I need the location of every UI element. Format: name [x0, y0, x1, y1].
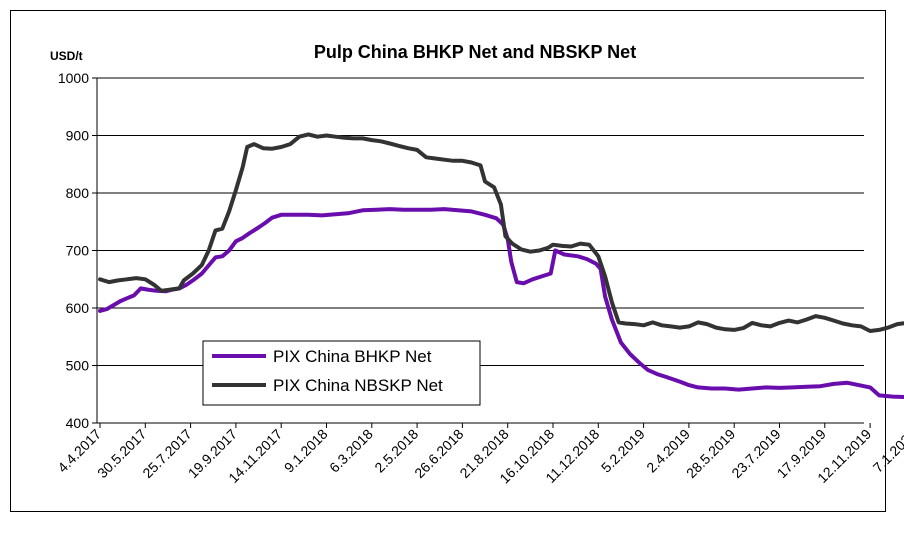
y-tick-label: 500 [66, 358, 90, 374]
y-axis-ticks: 400 500 600 700 800 900 1000 [58, 70, 97, 431]
chart-frame [10, 10, 886, 512]
legend: PIX China BHKP Net PIX China NBSKP Net [202, 340, 481, 406]
legend-label-bhkp: PIX China BHKP Net [273, 347, 432, 366]
x-tick-label: 5.2.2019 [598, 426, 648, 476]
x-tick-label: 6.3.2018 [326, 426, 376, 476]
x-axis-ticks: 4.4.201730.5.201725.7.201719.9.201714.11… [54, 423, 904, 487]
y-tick-label: 900 [66, 128, 90, 144]
y-tick-label: 400 [66, 415, 90, 431]
x-tick-label: 7.1.2020 [870, 426, 904, 476]
chart-title: Pulp China BHKP Net and NBSKP Net [314, 42, 636, 62]
series-line-nbskp [98, 132, 904, 333]
legend-label-nbskp: PIX China NBSKP Net [273, 376, 443, 395]
y-tick-label: 800 [66, 185, 90, 201]
y-axis-unit-label: USD/t [50, 49, 83, 63]
y-tick-label: 1000 [58, 70, 89, 86]
series-line-bhkp [98, 207, 904, 400]
legend-box [202, 340, 481, 406]
y-tick-label: 600 [66, 300, 90, 316]
x-tick-label: 9.1.2018 [281, 426, 331, 476]
series-lines [98, 132, 904, 400]
y-tick-label: 700 [66, 243, 90, 259]
